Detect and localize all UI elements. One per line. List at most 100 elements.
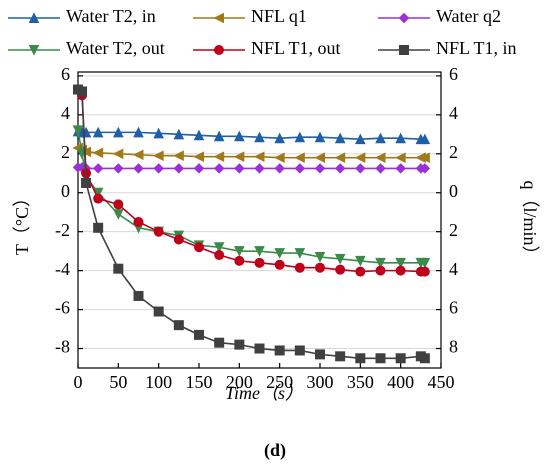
data-point: [315, 349, 325, 360]
data-point: [112, 148, 124, 160]
series-line: [77, 88, 426, 360]
data-point: [193, 129, 205, 141]
data-point: [334, 253, 346, 265]
data-point: [274, 132, 285, 144]
data-point: [153, 226, 164, 237]
x-tick-label: 50: [109, 372, 127, 392]
x-tick-label: 400: [387, 372, 414, 392]
data-point: [213, 163, 225, 174]
legend-marker: [214, 45, 224, 55]
data-point: [173, 234, 184, 245]
data-point: [234, 339, 245, 350]
data-point: [274, 345, 285, 356]
y-tick-label: 4: [61, 103, 70, 123]
series-line: [77, 89, 425, 273]
y2-tick-label: 0: [449, 181, 458, 201]
y-tick-label: 6: [61, 64, 70, 84]
data-point: [294, 131, 306, 143]
data-point: [334, 163, 346, 174]
y2-tick-label: 4: [449, 259, 458, 279]
legend-label: NFL T1, out: [251, 38, 341, 58]
data-point: [213, 130, 225, 142]
y-tick-label: -8: [55, 337, 70, 357]
data-point: [355, 133, 366, 145]
data-point: [234, 130, 245, 142]
data-point: [113, 263, 124, 274]
y2-axis-label: q（l/min）: [520, 180, 540, 263]
data-point: [233, 151, 245, 163]
x-tick-label: 150: [186, 372, 213, 392]
data-point: [113, 209, 124, 220]
data-point: [173, 320, 184, 331]
x-tick-label: 200: [226, 372, 253, 392]
data-point: [375, 132, 386, 144]
legend-label: Water T2, in: [66, 6, 156, 26]
data-point: [294, 248, 306, 259]
data-point: [354, 152, 366, 163]
y-tick-label: -2: [55, 220, 70, 240]
y2-tick-label: 2: [449, 220, 458, 240]
data-point: [375, 163, 386, 174]
data-point: [355, 266, 366, 277]
data-point: [153, 163, 164, 174]
data-point: [113, 163, 124, 174]
x-tick-label: 100: [145, 372, 172, 392]
data-point: [93, 222, 104, 233]
x-tick-label: 0: [74, 372, 83, 392]
data-point: [253, 151, 265, 163]
data-point: [93, 193, 104, 204]
data-point: [72, 125, 84, 137]
data-point: [234, 255, 245, 266]
y2-tick-label: 2: [449, 142, 458, 162]
plot-frame: [77, 71, 442, 369]
data-point: [254, 131, 265, 143]
data-point: [375, 265, 386, 276]
x-axis-label: Time（s）: [225, 383, 303, 403]
data-point: [419, 266, 430, 277]
data-point: [314, 252, 326, 263]
data-point: [173, 163, 185, 174]
data-point: [294, 163, 306, 174]
data-point: [375, 257, 386, 269]
data-point: [274, 163, 285, 174]
caption: (d): [264, 440, 286, 461]
legend-marker: [399, 45, 409, 55]
x-tick-label: 350: [347, 372, 374, 392]
data-point: [133, 216, 144, 227]
data-point: [254, 163, 265, 174]
data-point: [274, 152, 285, 163]
series-line: [77, 147, 425, 159]
data-point: [314, 163, 326, 174]
data-point: [395, 132, 406, 144]
data-point: [214, 250, 225, 261]
legend-label: NFL T1, in: [436, 38, 517, 58]
y-tick-label: -4: [55, 259, 70, 279]
data-point: [193, 163, 205, 174]
data-point: [113, 199, 124, 210]
data-point: [194, 329, 204, 340]
data-point: [334, 132, 346, 144]
data-point: [395, 163, 406, 174]
data-point: [315, 262, 325, 273]
y-tick-label: -6: [55, 298, 70, 318]
legend-marker: [28, 12, 40, 23]
y2-tick-label: 8: [449, 337, 458, 357]
data-point: [92, 163, 104, 174]
data-point: [395, 257, 406, 269]
data-point: [173, 150, 184, 162]
data-point: [133, 126, 144, 138]
data-point: [395, 353, 406, 364]
legend-marker: [28, 45, 40, 56]
data-point: [132, 149, 144, 161]
data-point: [419, 152, 430, 163]
data-point: [335, 264, 346, 275]
data-point: [274, 248, 285, 259]
data-point: [234, 163, 245, 174]
y2-tick-label: 4: [449, 103, 458, 123]
y2-tick-label: 6: [449, 298, 458, 318]
legend-label: Water q2: [436, 6, 501, 26]
y-tick-label: 0: [61, 181, 70, 201]
data-point: [234, 246, 245, 257]
data-point: [294, 262, 305, 273]
x-tick-label: 450: [428, 372, 455, 392]
